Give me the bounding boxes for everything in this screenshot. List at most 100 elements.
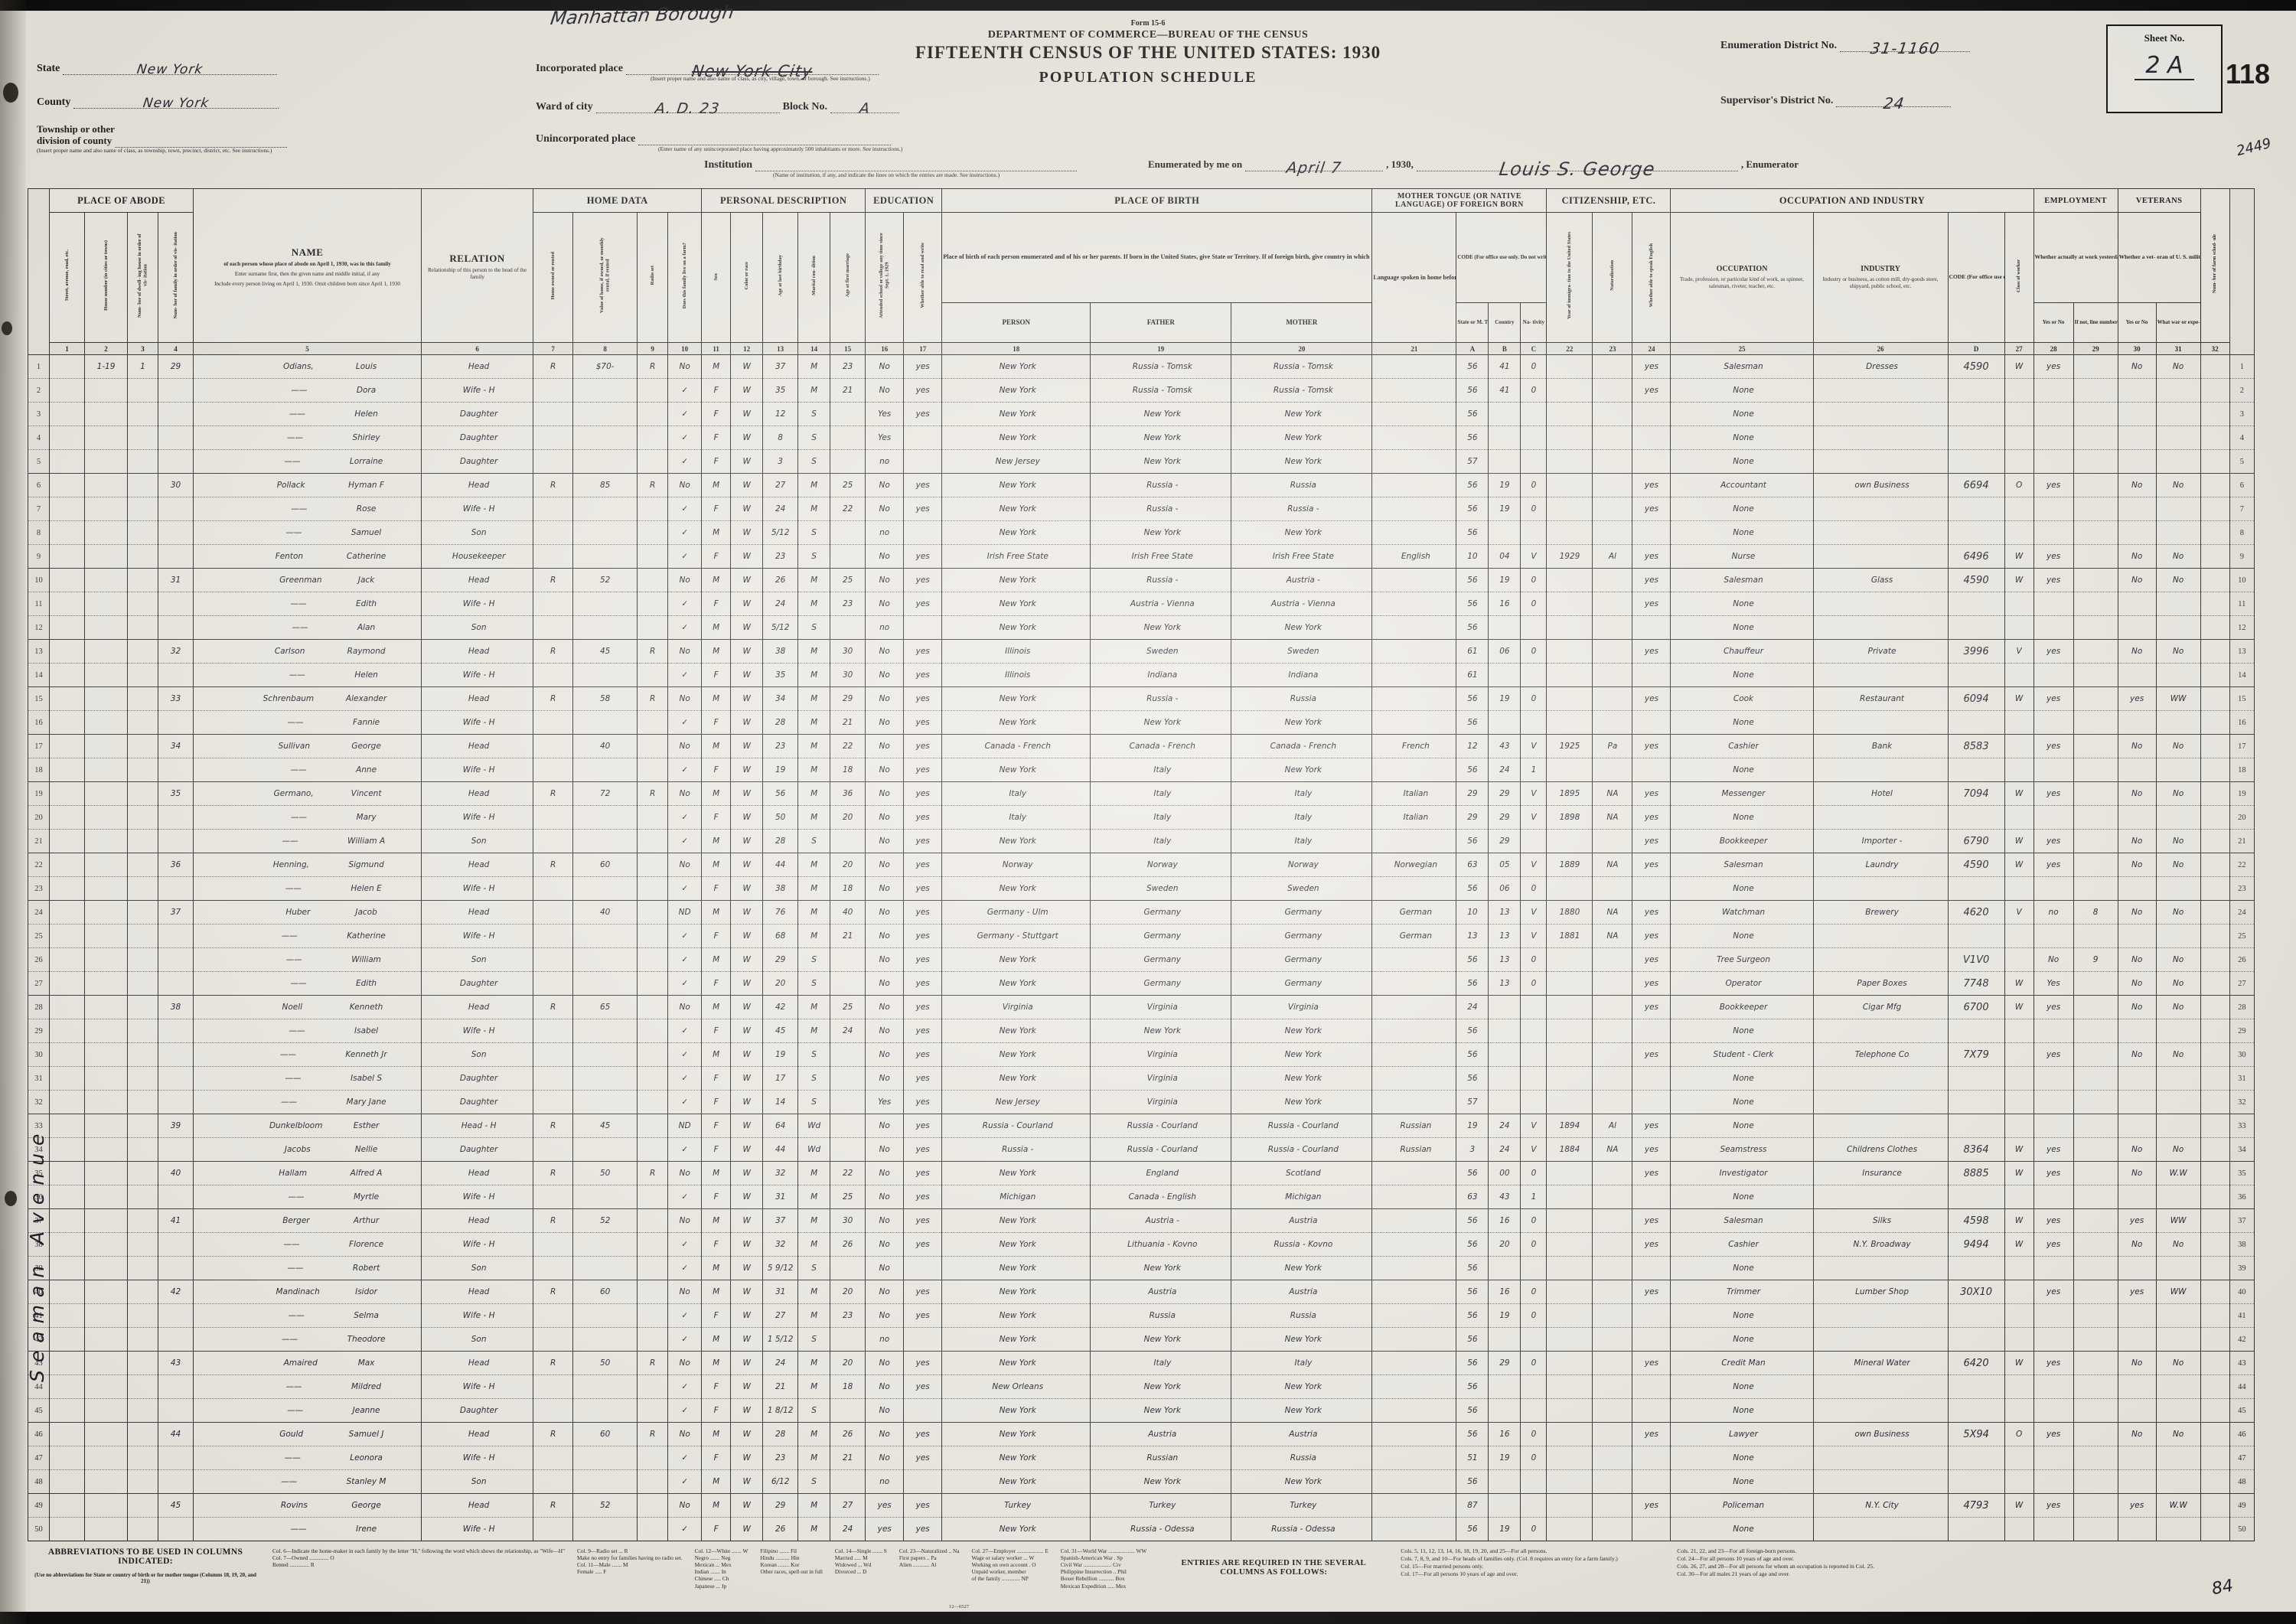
cell-radio	[637, 1446, 669, 1470]
cell-age: 21	[762, 1375, 799, 1399]
cell-farm-schedule	[2200, 1066, 2230, 1091]
cell-code-b: 24	[1488, 758, 1521, 782]
cell-surname: Dunkelbloom	[269, 1121, 323, 1130]
cell-industry	[1812, 402, 1949, 426]
cell-school: No	[865, 1019, 905, 1043]
cell-dwelling-number	[127, 1398, 159, 1423]
cell-radio	[637, 592, 669, 616]
cell-family-number	[158, 1137, 194, 1162]
abbreviation-text: Col. 9—Radio set ... R Make no entry for…	[577, 1547, 683, 1576]
cell-school: No	[865, 758, 905, 782]
cell-line-number-right: 45	[2229, 1398, 2255, 1423]
cell-sex: F	[701, 1066, 732, 1091]
incorporated-place-field: Incorporated place New York City (Insert…	[536, 61, 879, 82]
abbreviations-intro: ABBREVIATIONS TO BE USED IN COLUMNS INDI…	[34, 1547, 256, 1584]
cell-dwelling-number	[127, 1019, 159, 1043]
cell-mother-tongue	[1371, 473, 1457, 497]
table-row: 26 —— William Son ✓ M W 29 S No	[28, 947, 2255, 972]
cell-family-number	[158, 1517, 194, 1541]
cell-line-number-right: 36	[2229, 1185, 2255, 1209]
cell-war	[2155, 1398, 2201, 1423]
page-stamp-118: 118	[2226, 58, 2271, 90]
cell-family-number: 37	[158, 900, 194, 925]
cell-marital: M	[797, 710, 831, 735]
cell-radio	[637, 971, 669, 996]
cell-relation: Wife - H	[421, 592, 534, 616]
cell-house-number	[83, 1303, 129, 1328]
cell-family-number	[158, 971, 194, 996]
cell-surname: Schrenbaum	[263, 694, 315, 703]
cell-age: 44	[762, 1137, 799, 1162]
cell-code-a: 56	[1456, 1469, 1489, 1494]
cell-mother-tongue: German	[1371, 900, 1457, 925]
table-header: PLACE OF ABODE NAME of each person whose…	[28, 188, 2255, 355]
cell-code-a: 56	[1456, 829, 1489, 853]
cell-english: yes	[1632, 853, 1671, 877]
cell-given-name: Vincent	[351, 789, 382, 798]
cell-occupation: None	[1670, 1185, 1814, 1209]
cell-color-race: W	[730, 924, 764, 948]
cell-at-work: yes	[2033, 734, 2074, 758]
cell-family-number	[158, 1232, 194, 1257]
cell-occupation-code	[1947, 1019, 2005, 1043]
cell-pob-mother: Sweden	[1231, 639, 1373, 664]
cell-line-number-right: 31	[2229, 1066, 2255, 1091]
cell-class-of-worker	[2004, 1398, 2034, 1423]
cell-naturalization	[1592, 1185, 1633, 1209]
cell-home-value	[572, 1256, 638, 1280]
cell-industry: own Business	[1812, 473, 1949, 497]
cell-marital: S	[797, 1469, 831, 1494]
cell-english: yes	[1632, 568, 1671, 592]
cell-mother-tongue	[1371, 1398, 1457, 1423]
cell-relation: Wife - H	[421, 497, 534, 521]
cell-immigration-year: 1889	[1546, 853, 1593, 877]
cell-home-owned	[533, 829, 574, 853]
cell-home-owned: R	[533, 1422, 574, 1446]
cell-dwelling-number	[127, 758, 159, 782]
cell-occupation-code: 4590	[1947, 354, 2005, 379]
cell-war	[2155, 1375, 2201, 1399]
cell-sex: F	[701, 402, 732, 426]
cell-color-race: W	[730, 1066, 764, 1091]
cell-code-b	[1488, 426, 1521, 450]
cell-marital: M	[797, 995, 831, 1019]
cell-english: yes	[1632, 781, 1671, 806]
cell-pob-father: Germany	[1090, 947, 1232, 972]
cell-code-a: 56	[1456, 876, 1489, 901]
cell-home-owned	[533, 615, 574, 640]
cell-war: No	[2155, 1422, 2201, 1446]
cell-marital: M	[797, 1375, 831, 1399]
cell-marital: M	[797, 354, 831, 379]
col-header-marital: Marital con- dition	[797, 212, 831, 343]
cell-unemployment-line	[2073, 924, 2118, 948]
cell-school: No	[865, 781, 905, 806]
cell-school: Yes	[865, 402, 905, 426]
cell-house-number	[83, 615, 129, 640]
cell-line-number-right: 14	[2229, 663, 2255, 687]
cell-family-number	[158, 402, 194, 426]
cell-farm: ✓	[667, 1446, 703, 1470]
cell-dwelling-number	[127, 1161, 159, 1185]
cell-class-of-worker: W	[2004, 829, 2034, 853]
cell-color-race: W	[730, 734, 764, 758]
cell-relation: Daughter	[421, 426, 534, 450]
cell-pob-person: New York	[941, 758, 1091, 782]
cell-street	[49, 1090, 85, 1114]
cell-home-owned: R	[533, 781, 574, 806]
cell-line-number: 21	[28, 829, 50, 853]
cell-house-number	[83, 1422, 129, 1446]
cell-farm-schedule	[2200, 544, 2230, 569]
cell-age-first-marriage	[830, 829, 866, 853]
cell-code-a: 56	[1456, 568, 1489, 592]
cell-farm-schedule	[2200, 1398, 2230, 1423]
cell-naturalization	[1592, 1422, 1633, 1446]
cell-relation: Son	[421, 1256, 534, 1280]
cell-marital: M	[797, 1161, 831, 1185]
cell-class-of-worker	[2004, 449, 2034, 474]
cell-read-write	[903, 1469, 943, 1494]
cell-age-first-marriage: 25	[830, 473, 866, 497]
table-row: 31 —— Isabel S Daughter ✓ F W 17 S	[28, 1066, 2255, 1091]
cell-name: —— Myrtle	[193, 1185, 422, 1209]
cell-occupation: None	[1670, 805, 1814, 830]
cell-occupation-code: 7X79	[1947, 1042, 2005, 1067]
